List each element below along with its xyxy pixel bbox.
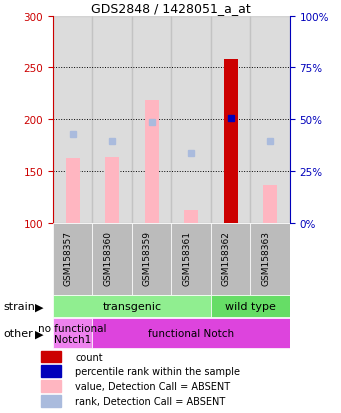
FancyBboxPatch shape	[211, 223, 250, 295]
Bar	[41, 351, 61, 363]
Text: percentile rank within the sample: percentile rank within the sample	[75, 366, 240, 376]
Text: ▶: ▶	[35, 301, 43, 312]
Text: count: count	[75, 352, 103, 362]
FancyBboxPatch shape	[53, 223, 92, 295]
Bar	[92, 17, 132, 223]
Text: strain: strain	[3, 301, 35, 312]
Bar	[53, 17, 92, 223]
Text: GSM158357: GSM158357	[64, 230, 73, 285]
Bar	[41, 366, 61, 377]
Text: no functional
Notch1: no functional Notch1	[38, 323, 107, 344]
Text: GSM158362: GSM158362	[222, 230, 231, 285]
FancyBboxPatch shape	[250, 223, 290, 295]
Text: GSM158359: GSM158359	[143, 230, 152, 285]
Bar	[250, 17, 290, 223]
Bar	[105, 158, 119, 223]
FancyBboxPatch shape	[92, 319, 290, 349]
FancyBboxPatch shape	[211, 296, 290, 318]
Bar	[263, 186, 277, 223]
Bar	[66, 159, 79, 223]
Bar	[41, 380, 61, 392]
Bar	[211, 17, 250, 223]
Text: GSM158360: GSM158360	[103, 230, 112, 285]
Text: rank, Detection Call = ABSENT: rank, Detection Call = ABSENT	[75, 396, 225, 406]
FancyBboxPatch shape	[53, 319, 92, 349]
Bar	[132, 17, 171, 223]
Text: functional Notch: functional Notch	[148, 328, 234, 339]
Bar	[224, 60, 238, 223]
Title: GDS2848 / 1428051_a_at: GDS2848 / 1428051_a_at	[91, 2, 251, 15]
FancyBboxPatch shape	[171, 223, 211, 295]
Text: GSM158361: GSM158361	[182, 230, 191, 285]
Text: wild type: wild type	[225, 301, 276, 312]
Text: other: other	[3, 328, 33, 339]
Bar	[184, 211, 198, 223]
Bar	[41, 395, 61, 406]
Bar	[145, 101, 159, 223]
Text: GSM158363: GSM158363	[261, 230, 270, 285]
Bar	[224, 60, 238, 223]
Text: transgenic: transgenic	[102, 301, 161, 312]
Text: ▶: ▶	[35, 328, 43, 339]
FancyBboxPatch shape	[92, 223, 132, 295]
FancyBboxPatch shape	[53, 296, 211, 318]
Bar	[171, 17, 211, 223]
FancyBboxPatch shape	[132, 223, 171, 295]
Text: value, Detection Call = ABSENT: value, Detection Call = ABSENT	[75, 381, 230, 391]
